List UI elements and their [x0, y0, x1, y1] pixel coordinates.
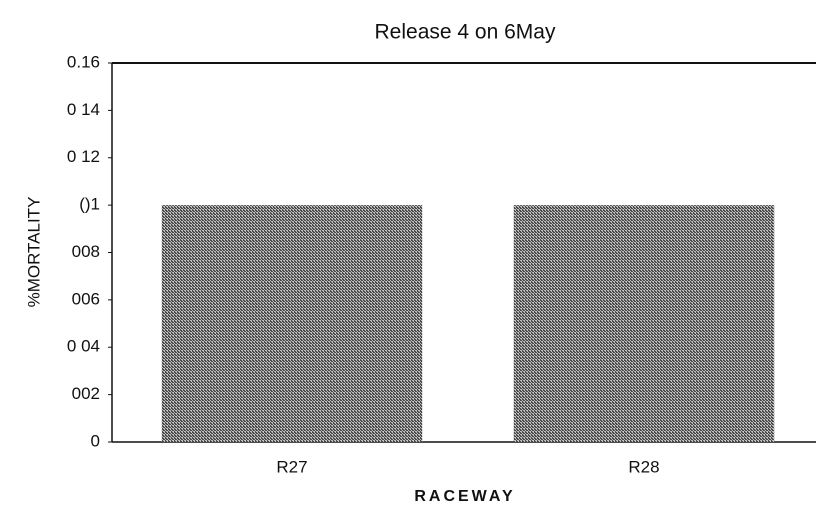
y-tick-label: 006 [72, 289, 100, 308]
y-tick-label: ()1 [79, 195, 100, 214]
x-axis-label: RACEWAY [414, 488, 515, 505]
chart-title: Release 4 on 6May [375, 21, 556, 44]
x-tick-label: R28 [628, 457, 659, 476]
bar [161, 205, 423, 442]
y-tick-label: 0 [91, 431, 100, 450]
y-tick-label: 0 04 [67, 337, 100, 356]
y-tick-label: 0.16 [67, 52, 100, 71]
y-tick-label: 0 14 [67, 100, 100, 119]
y-tick-label: 008 [72, 242, 100, 261]
bar [513, 205, 775, 442]
x-tick-label: R27 [276, 457, 307, 476]
y-axis-label: %MORTALITY [24, 197, 43, 308]
y-tick-label: 002 [72, 384, 100, 403]
y-tick-label: 0 12 [67, 147, 100, 166]
